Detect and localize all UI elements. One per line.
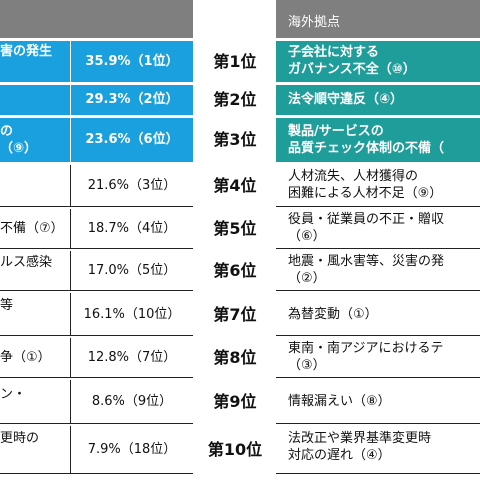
left-risk-value: 16.1%（10位） xyxy=(70,293,193,336)
rank-label: 第9位 xyxy=(213,392,257,411)
left-risk-text xyxy=(0,165,70,207)
right-risk-text: 為替変動（①） xyxy=(276,293,480,336)
domestic-header-bar xyxy=(0,0,193,38)
left-risk-text: 害の発生 xyxy=(0,41,70,82)
left-risk-text: ルス感染 xyxy=(0,251,70,291)
rank-label: 第3位 xyxy=(213,130,257,149)
left-risk-text: 等 xyxy=(0,293,70,336)
left-risk-value: 8.6%（9位） xyxy=(70,380,193,424)
rank-label: 第7位 xyxy=(213,305,257,324)
rank-label: 第4位 xyxy=(213,176,257,195)
rank-label: 第10位 xyxy=(207,440,263,459)
left-risk-value: 17.0%（5位） xyxy=(70,251,193,291)
left-risk-value: 23.6%（6位） xyxy=(70,118,193,162)
left-risk-text: 不備（⑦） xyxy=(0,209,70,249)
left-risk-value: 18.7%（4位） xyxy=(70,209,193,249)
right-risk-text: 製品/サービスの 品質チェック体制の不備（ xyxy=(276,118,480,162)
left-risk-value: 12.8%（7位） xyxy=(70,338,193,378)
left-risk-value: 7.9%（18位） xyxy=(70,426,193,474)
right-risk-text: 情報漏えい（⑧） xyxy=(276,380,480,424)
overseas-header-label: 海外拠点 xyxy=(288,15,341,30)
right-risk-text: 地震・風水害等、災害の発 （②） xyxy=(276,251,480,291)
rank-label: 第8位 xyxy=(213,348,257,367)
left-risk-value: 21.6%（3位） xyxy=(70,165,193,207)
rank-label: 第5位 xyxy=(213,219,257,238)
rank-label: 第6位 xyxy=(213,261,257,280)
right-risk-text: 法改正や業界基準変更時 対応の遅れ（④） xyxy=(276,426,480,474)
right-risk-text: 役員・従業員の不正・贈収 （⑥） xyxy=(276,209,480,249)
rank-label: 第2位 xyxy=(213,90,257,109)
rank-label: 第1位 xyxy=(213,52,257,71)
left-risk-text: 争（①） xyxy=(0,338,70,378)
left-risk-text: ン・ xyxy=(0,380,70,424)
left-risk-value: 35.9%（1位） xyxy=(70,41,193,82)
overseas-header-bar: 海外拠点 xyxy=(276,0,480,38)
right-risk-text: 子会社に対する ガバナンス不全（⑩） xyxy=(276,41,480,82)
right-risk-text: 人材流失、人材獲得の 困難による人材不足（⑨） xyxy=(276,165,480,207)
left-risk-value: 29.3%（2位） xyxy=(70,85,193,115)
left-risk-text xyxy=(0,85,70,115)
right-risk-text: 法令順守違反（④） xyxy=(276,85,480,115)
left-risk-text: の（⑨） xyxy=(0,118,70,162)
right-risk-text: 東南・南アジアにおけるテ （③） xyxy=(276,338,480,378)
left-risk-text: 更時の xyxy=(0,426,70,474)
